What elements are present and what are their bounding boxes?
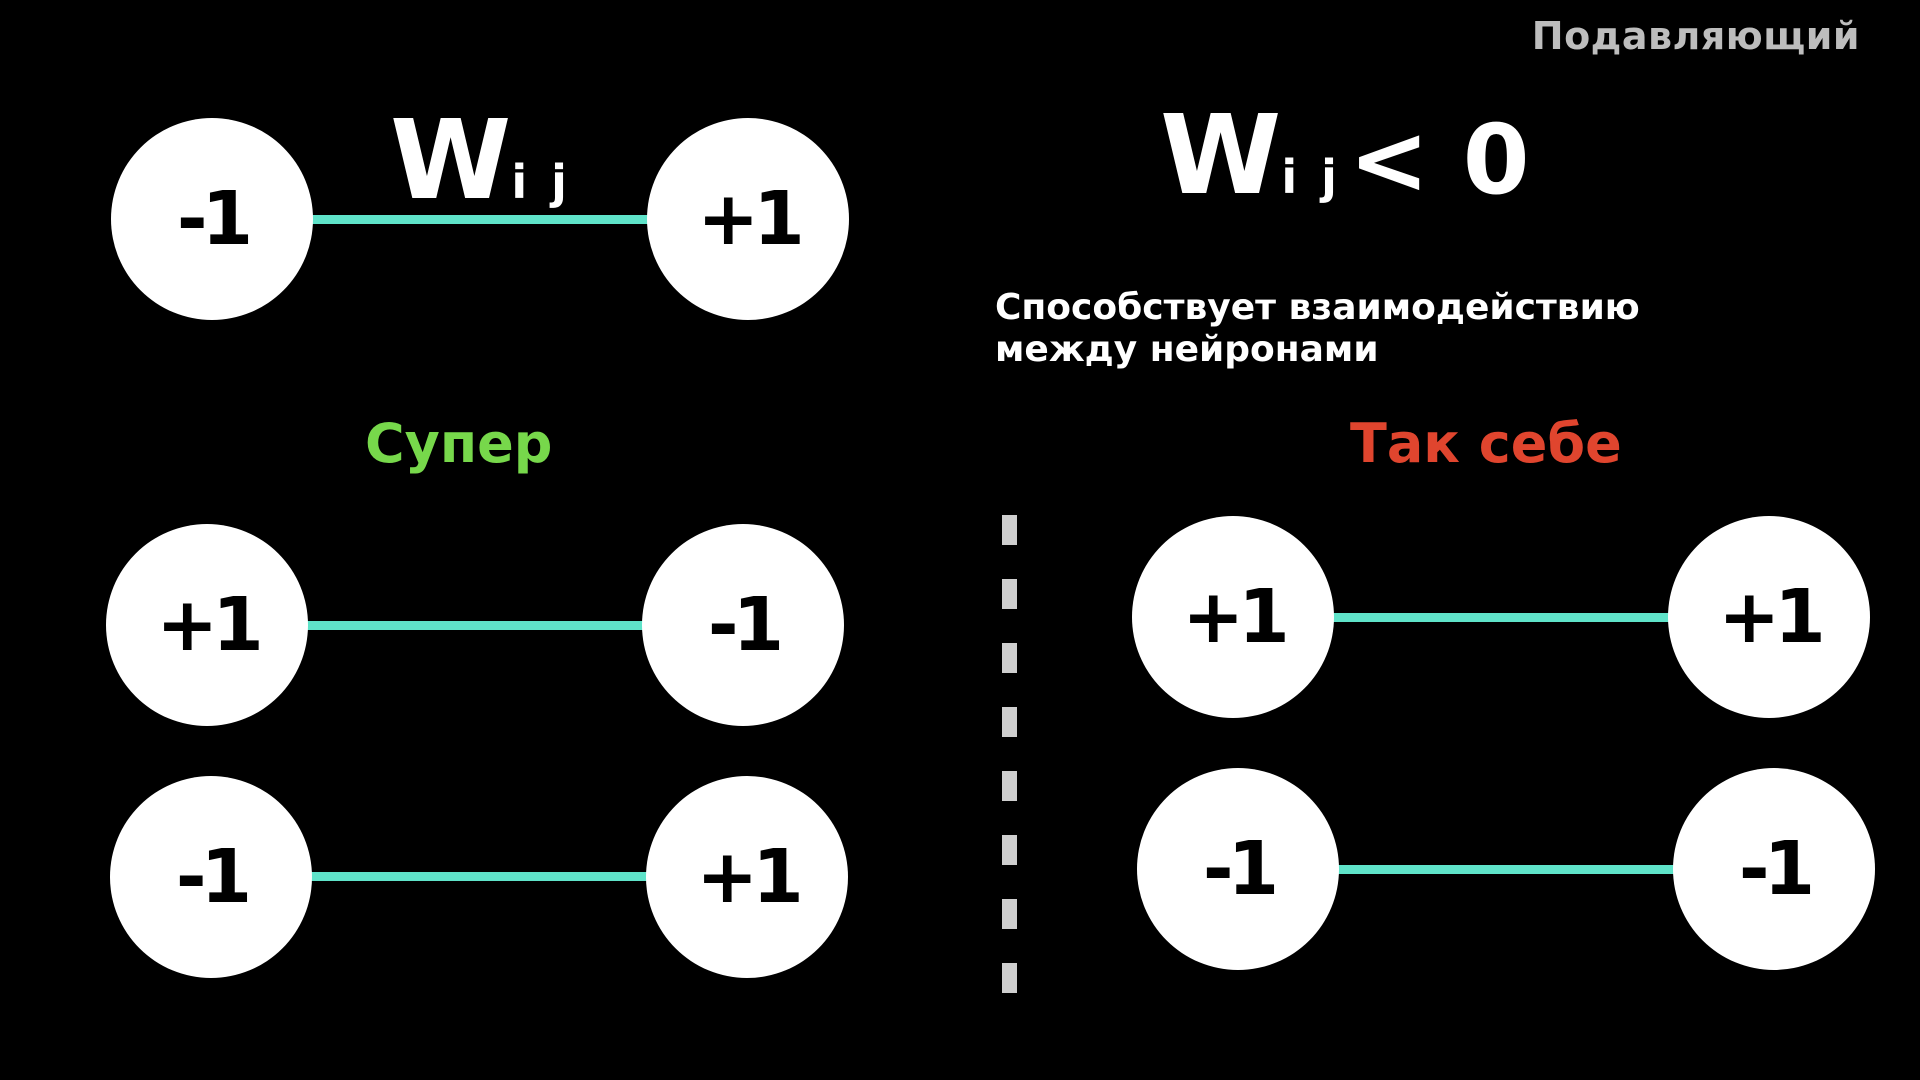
neuron-node-left-2b: +1: [646, 776, 848, 978]
neuron-node-right-1a: +1: [1132, 516, 1334, 718]
weight-subscript: i j: [511, 155, 571, 209]
neuron-node-left-2a: -1: [110, 776, 312, 978]
description-line-2: между нейронами: [995, 329, 1379, 370]
weight-condition-relation: < 0: [1348, 104, 1530, 216]
dashed-divider: [1002, 515, 1017, 995]
weight-condition-symbol: W: [1160, 91, 1281, 219]
weight-symbol: W: [390, 96, 511, 224]
neuron-node-right-2b: -1: [1673, 768, 1875, 970]
connection-edge-left-2: [298, 872, 658, 881]
neuron-node-right-1b: +1: [1668, 516, 1870, 718]
connection-edge-top: [300, 215, 660, 224]
neuron-node-left-1a: +1: [106, 524, 308, 726]
weight-condition-subscript: i j: [1281, 150, 1341, 204]
slide-corner-label: Подавляющий: [1531, 14, 1860, 58]
neuron-node-right-2a: -1: [1137, 768, 1339, 970]
connection-edge-left-1: [295, 621, 655, 630]
neuron-node-left-1b: -1: [642, 524, 844, 726]
verdict-bad-label: Так себе: [1350, 412, 1622, 475]
connection-edge-right-1: [1320, 613, 1680, 622]
connection-edge-right-2: [1325, 865, 1685, 874]
description-line-1: Способствует взаимодействию: [995, 287, 1640, 328]
description-text: Способствует взаимодействию между нейрон…: [995, 287, 1640, 371]
neuron-node-top-left: -1: [111, 118, 313, 320]
verdict-good-label: Супер: [365, 412, 553, 475]
neuron-node-top-right: +1: [647, 118, 849, 320]
